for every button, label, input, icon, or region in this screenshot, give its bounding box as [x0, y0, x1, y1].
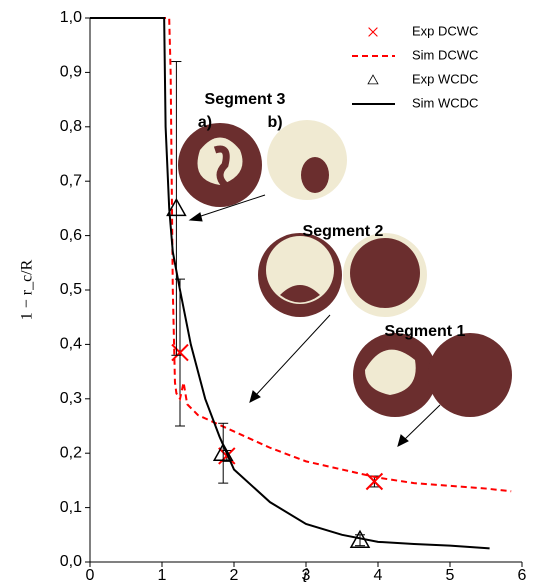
- cross-marker: [218, 447, 236, 465]
- x-tick-label: 1: [158, 567, 167, 584]
- cross-marker: [365, 472, 384, 491]
- cross-stroke: [365, 472, 384, 491]
- y-tick-label: 0,4: [60, 336, 82, 353]
- y-tick-label: 0,9: [60, 64, 82, 81]
- y-tick-label: 0,8: [60, 118, 82, 135]
- photos: [178, 120, 512, 447]
- legend-label: Exp WCDC: [412, 71, 478, 86]
- y-tick-label: 0,1: [60, 499, 82, 516]
- y-tick-label: 0,5: [60, 281, 82, 298]
- series-line: [90, 17, 512, 493]
- cross-marker: [171, 343, 189, 362]
- y-axis-label: 1 − r_c/R: [19, 259, 36, 320]
- annotation: Segment 3: [205, 91, 286, 108]
- cross-marker: [368, 27, 378, 37]
- annotation: Segment 2: [303, 223, 384, 240]
- y-tick-label: 1,0: [60, 9, 82, 26]
- legend-label: Exp DCWC: [412, 23, 478, 38]
- y-tick-label: 0,7: [60, 172, 82, 189]
- triangle-marker: [212, 442, 234, 461]
- legend-label: Sim WCDC: [412, 95, 478, 110]
- triangle: [367, 74, 379, 85]
- x-tick-label: 0: [86, 567, 95, 584]
- annotation: Segment 1: [385, 323, 466, 340]
- x-tick-label: 4: [374, 567, 383, 584]
- x-tick-label: 2: [230, 567, 239, 584]
- cross-stroke: [218, 447, 236, 465]
- triangle-marker: [166, 197, 187, 217]
- annotation: a): [198, 114, 212, 131]
- x-axis-label: t̂: [303, 567, 309, 586]
- triangle: [212, 442, 234, 461]
- y-tick-label: 0,3: [60, 390, 82, 407]
- x-tick-label: 6: [518, 567, 527, 584]
- cross-stroke: [171, 343, 189, 362]
- y-tick-label: 0,2: [60, 444, 82, 461]
- legend-label: Sim DCWC: [412, 47, 478, 62]
- annotation: b): [267, 114, 282, 131]
- y-tick-label: 0,0: [60, 553, 82, 570]
- series-line: [90, 17, 490, 550]
- x-tick-label: 3: [302, 567, 311, 584]
- triangle-marker: [367, 74, 379, 85]
- triangle: [166, 197, 187, 217]
- y-tick-label: 0,6: [60, 227, 82, 244]
- x-tick-label: 5: [446, 567, 455, 584]
- cross-stroke: [368, 27, 378, 37]
